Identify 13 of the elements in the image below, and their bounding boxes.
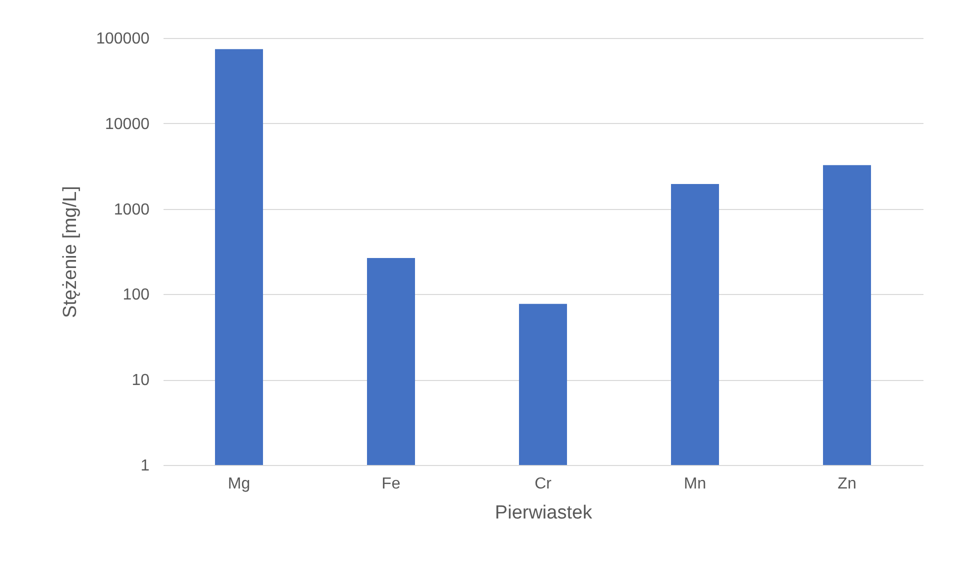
y-axis-title: Stężenie [mg/L] xyxy=(60,186,82,318)
x-tick-label: Zn xyxy=(838,476,856,492)
y-tick-label: 100 xyxy=(122,286,150,304)
y-tick-label: 10000 xyxy=(105,116,150,133)
y-tick-label: 10 xyxy=(132,372,150,390)
y-tick-label: 100000 xyxy=(96,30,150,48)
x-tick-label: Mg xyxy=(228,476,250,492)
y-tick-label: 1000 xyxy=(114,201,150,218)
y-tick-label: 1 xyxy=(140,458,150,474)
x-tick-label: Cr xyxy=(534,476,552,492)
x-tick-label: Mn xyxy=(684,476,706,492)
x-axis-title: Pierwiastek xyxy=(494,502,593,524)
x-tick-label: Fe xyxy=(382,476,400,492)
